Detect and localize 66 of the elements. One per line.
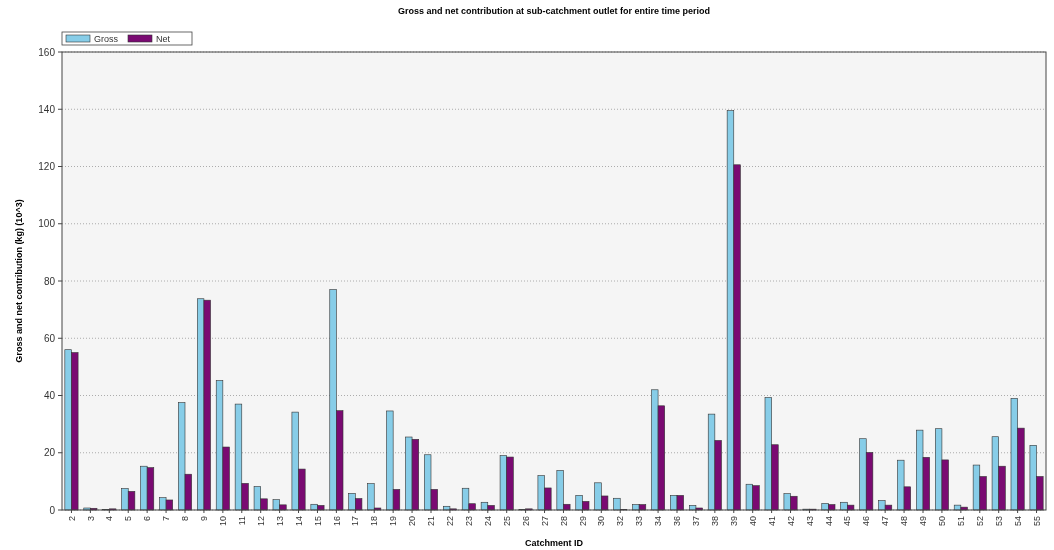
y-tick-label: 40 (43, 390, 56, 401)
x-tick-label: 33 (634, 516, 645, 527)
x-tick-label: 54 (1012, 516, 1023, 527)
x-tick-label: 38 (710, 516, 720, 527)
legend-label: Gross (94, 33, 119, 44)
x-tick-label: 46 (861, 516, 872, 527)
x-tick-label: 22 (445, 516, 456, 527)
x-tick-label: 44 (823, 516, 834, 527)
x-tick-label: 39 (728, 516, 739, 527)
x-tick-label: 50 (937, 516, 948, 527)
x-tick-label: 28 (558, 516, 569, 527)
y-tick-label: 140 (38, 103, 56, 115)
y-axis-title: Gross and net contribution (kg) (10^3) (14, 199, 24, 363)
x-tick-label: 34 (653, 516, 664, 527)
x-tick-label: 49 (918, 516, 929, 527)
x-tick-label: 9 (199, 516, 210, 522)
x-tick-label: 30 (596, 516, 607, 527)
x-tick-label: 41 (766, 516, 777, 527)
x-tick-label: 7 (161, 516, 172, 522)
x-tick-label: 55 (1031, 516, 1042, 527)
x-tick-label: 16 (331, 516, 342, 527)
x-tick-label: 11 (236, 516, 247, 526)
x-tick-label: 36 (672, 516, 683, 527)
x-tick-label: 25 (501, 516, 512, 527)
y-tick-label: 20 (43, 447, 56, 459)
x-tick-label: 19 (388, 516, 399, 527)
y-tick-label: 80 (43, 275, 56, 287)
x-tick-label: 17 (350, 516, 361, 527)
x-tick-label: 4 (104, 516, 115, 522)
y-tick-label: 100 (38, 218, 56, 230)
x-tick-label: 8 (180, 516, 191, 522)
x-tick-label: 52 (974, 516, 985, 527)
x-tick-label: 45 (842, 516, 853, 527)
x-tick-label: 27 (539, 516, 550, 527)
x-tick-label: 26 (520, 516, 531, 527)
chart-title: Gross and net contribution at sub-catchment outlet for entire time period (397, 6, 711, 16)
x-tick-label: 29 (577, 516, 588, 527)
y-tick-label: 120 (38, 161, 56, 172)
x-tick-label: 12 (255, 516, 266, 527)
x-tick-label: 40 (747, 516, 758, 527)
x-tick-label: 20 (407, 516, 418, 527)
x-tick-label: 23 (464, 516, 474, 527)
x-tick-label: 3 (85, 516, 96, 522)
x-tick-label: 42 (785, 516, 796, 527)
x-tick-label: 13 (274, 516, 285, 527)
x-tick-label: 10 (218, 516, 228, 527)
x-tick-label: 15 (312, 516, 323, 527)
x-tick-label: 51 (956, 516, 966, 527)
x-tick-label: 5 (123, 516, 134, 522)
x-tick-label: 47 (880, 516, 891, 527)
x-tick-label: 32 (615, 516, 626, 527)
x-tick-label: 53 (993, 516, 1004, 527)
y-tick-label: 0 (49, 504, 56, 516)
x-tick-label: 14 (293, 516, 304, 527)
x-tick-label: 18 (369, 516, 380, 527)
x-tick-label: 2 (66, 516, 77, 522)
x-tick-label: 48 (899, 516, 910, 527)
x-tick-label: 43 (804, 516, 815, 527)
x-tick-label: 37 (691, 516, 702, 527)
x-axis-title: Catchment ID (524, 538, 584, 548)
x-tick-label: 21 (426, 516, 437, 527)
y-tick-label: 160 (38, 46, 56, 58)
y-tick-label: 60 (43, 332, 56, 344)
x-tick-label: 6 (142, 516, 153, 522)
x-tick-label: 24 (482, 516, 493, 527)
legend-label: Net (156, 33, 171, 44)
